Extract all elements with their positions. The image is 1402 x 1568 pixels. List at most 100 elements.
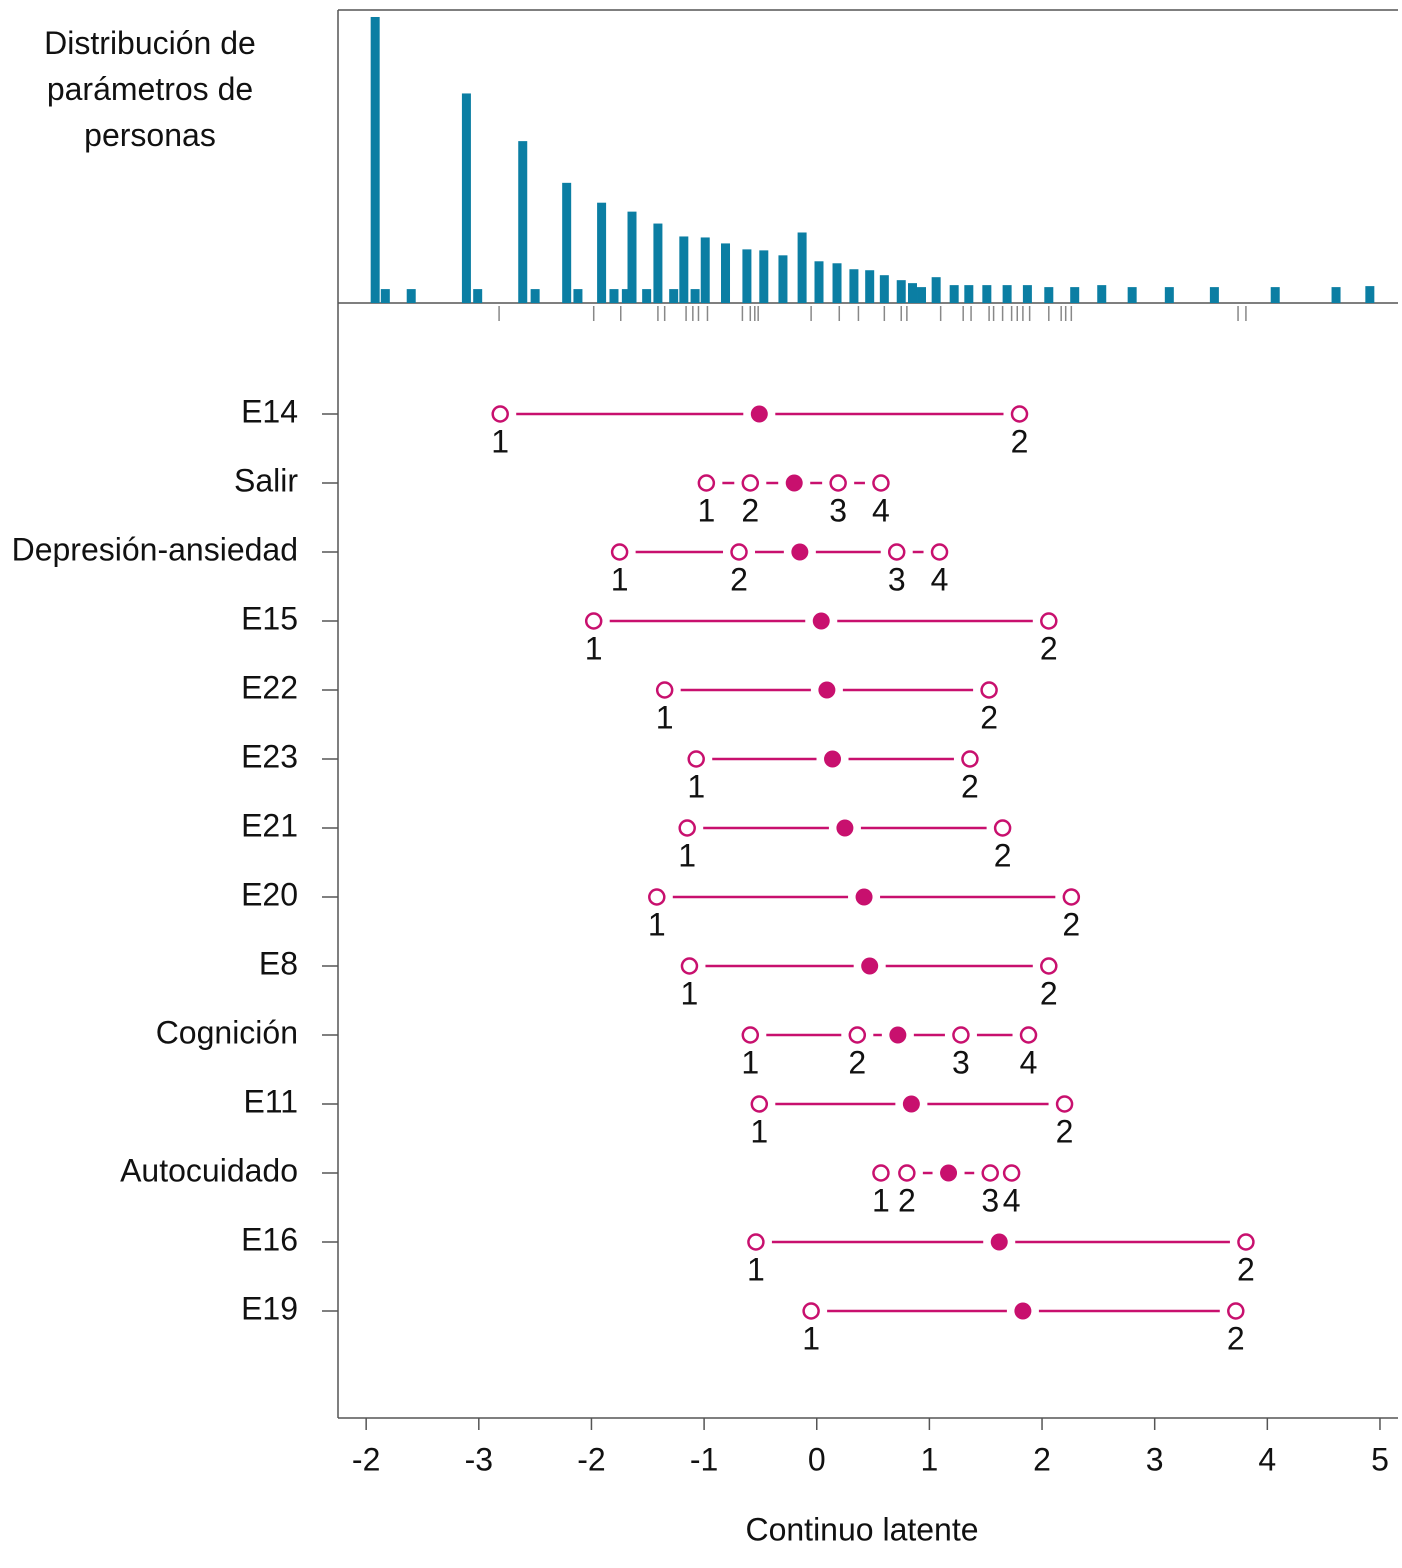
histogram-bar xyxy=(832,263,842,303)
threshold-point xyxy=(747,1233,765,1251)
threshold-point xyxy=(930,543,949,561)
chart-title: Distribución de parámetros de personas xyxy=(44,25,256,153)
threshold-label: 2 xyxy=(1056,1113,1074,1149)
threshold-point xyxy=(1002,1164,1021,1182)
item-mean xyxy=(750,405,768,423)
threshold-point xyxy=(1019,1026,1038,1044)
threshold-point xyxy=(750,1095,769,1113)
threshold-label: 4 xyxy=(931,561,949,597)
histogram-bar xyxy=(627,211,637,303)
histogram-bar xyxy=(1270,287,1280,303)
threshold-point xyxy=(872,474,890,492)
threshold-label: 3 xyxy=(952,1044,970,1080)
threshold-point xyxy=(887,543,906,561)
x-tick-label: 4 xyxy=(1258,1441,1276,1477)
histogram-bar xyxy=(473,289,483,303)
y-tick-label: E23 xyxy=(241,738,298,774)
x-tick-label: -1 xyxy=(690,1441,718,1477)
histogram-bar xyxy=(879,275,889,303)
y-tick-label: Depresión-ansiedad xyxy=(12,531,298,567)
threshold-point xyxy=(697,474,716,492)
threshold-point xyxy=(1055,1095,1074,1113)
histogram-bar xyxy=(621,289,631,303)
threshold-point xyxy=(741,474,760,492)
threshold-point xyxy=(993,819,1012,837)
threshold-point xyxy=(648,888,666,906)
threshold-point xyxy=(680,957,699,975)
item-mean xyxy=(902,1095,920,1113)
threshold-label: 2 xyxy=(1062,906,1080,942)
threshold-point xyxy=(1062,888,1081,906)
threshold-point xyxy=(491,405,509,423)
histogram-bar xyxy=(907,283,917,303)
threshold-label: 2 xyxy=(898,1182,916,1218)
y-tick-label: E15 xyxy=(241,600,298,636)
y-tick-label: E8 xyxy=(259,945,298,981)
y-tick-label: E21 xyxy=(241,807,298,843)
histogram-bar xyxy=(742,249,752,303)
histogram-bar xyxy=(814,261,824,303)
histogram-bar xyxy=(1097,285,1107,303)
y-tick-label: E14 xyxy=(241,393,298,429)
threshold-label: 1 xyxy=(872,1182,890,1218)
threshold-point xyxy=(610,543,629,561)
threshold-point xyxy=(687,750,705,768)
threshold-point xyxy=(961,750,979,768)
histogram-bar xyxy=(700,237,710,303)
item-mean xyxy=(990,1233,1008,1251)
y-tick-label: Autocuidado xyxy=(120,1152,298,1188)
item-mean xyxy=(940,1164,958,1182)
histogram-bar xyxy=(797,232,807,303)
item-mean xyxy=(836,819,854,837)
threshold-label: 2 xyxy=(1011,423,1029,459)
histogram-bar xyxy=(1022,285,1032,303)
histogram-bar xyxy=(982,285,992,303)
histogram-bar xyxy=(573,289,583,303)
histogram-bar xyxy=(380,289,390,303)
threshold-label: 3 xyxy=(829,492,847,528)
item-mean xyxy=(812,612,830,630)
y-tick-label: E19 xyxy=(241,1290,298,1326)
threshold-point xyxy=(848,1026,867,1044)
histogram-bar xyxy=(530,289,540,303)
threshold-label: 2 xyxy=(1040,975,1058,1011)
threshold-label: 1 xyxy=(697,492,715,528)
histogram-bar xyxy=(896,280,906,303)
histogram-bar xyxy=(642,289,652,303)
histogram-bar xyxy=(721,243,731,303)
histogram-bar xyxy=(917,287,927,303)
threshold-point xyxy=(898,1164,916,1182)
threshold-label: 1 xyxy=(656,699,674,735)
item-mean xyxy=(1014,1302,1032,1320)
item-mean xyxy=(855,888,873,906)
item-mean xyxy=(818,681,836,699)
threshold-point xyxy=(741,1026,760,1044)
threshold-label: 1 xyxy=(681,975,699,1011)
threshold-label: 1 xyxy=(678,837,696,873)
x-tick-label: 5 xyxy=(1371,1441,1389,1477)
threshold-label: 2 xyxy=(730,561,748,597)
threshold-point xyxy=(981,1164,999,1182)
threshold-label: 1 xyxy=(747,1251,765,1287)
item-mean xyxy=(824,750,842,768)
threshold-point xyxy=(1010,405,1029,423)
threshold-point xyxy=(730,543,748,561)
histogram-bar xyxy=(778,255,788,303)
histogram-bar xyxy=(931,277,941,303)
histogram-bar xyxy=(461,93,471,303)
histogram-bar xyxy=(849,269,859,303)
threshold-point xyxy=(678,819,696,837)
histogram-bar xyxy=(964,285,974,303)
x-tick-label: -3 xyxy=(465,1441,493,1477)
histogram-bar xyxy=(406,289,416,303)
histogram-bar xyxy=(653,223,663,303)
histogram-bar xyxy=(1127,287,1137,303)
histogram-bar xyxy=(759,250,769,303)
y-tick-label: E16 xyxy=(241,1221,298,1257)
histogram-bar xyxy=(669,289,679,303)
y-tick-label: E11 xyxy=(243,1083,298,1119)
histogram-bar xyxy=(690,289,700,303)
x-axis-title: Continuo latente xyxy=(745,1511,978,1547)
